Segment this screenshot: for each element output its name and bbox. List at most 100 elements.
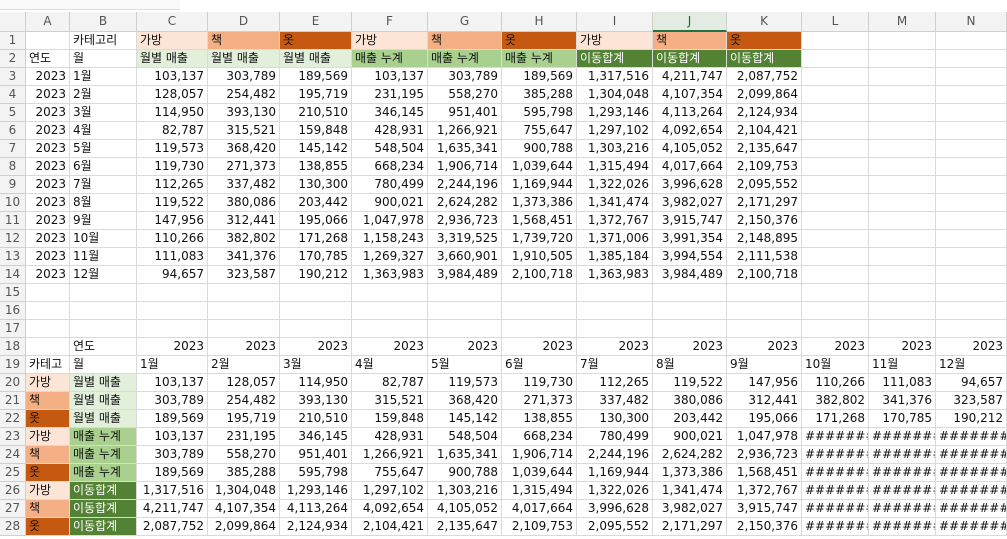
cell[interactable]: 2,109,753 — [727, 158, 802, 176]
cell[interactable]: 1,910,505 — [502, 248, 577, 266]
cell[interactable]: 2,150,376 — [727, 212, 802, 230]
cell[interactable] — [26, 32, 70, 50]
cell[interactable]: 12월 — [936, 356, 1007, 374]
cell[interactable]: 7월 — [70, 176, 137, 194]
cell[interactable] — [727, 320, 802, 338]
cell[interactable] — [869, 230, 936, 248]
column-header[interactable]: M — [869, 12, 936, 32]
cell[interactable]: 2023 — [802, 338, 869, 356]
row-header[interactable]: 18 — [0, 338, 26, 356]
cell[interactable] — [936, 248, 1007, 266]
cell[interactable]: ####### — [936, 518, 1007, 536]
cell[interactable]: 755,647 — [352, 464, 428, 482]
cell[interactable]: 2023 — [936, 338, 1007, 356]
row-header[interactable]: 11 — [0, 212, 26, 230]
cell[interactable]: 2,109,753 — [502, 518, 577, 536]
cell[interactable]: 2,111,538 — [727, 248, 802, 266]
row-header[interactable]: 19 — [0, 356, 26, 374]
cell[interactable]: 170,785 — [280, 248, 352, 266]
cell[interactable]: 3,996,628 — [577, 500, 653, 518]
cell[interactable]: 4,113,264 — [280, 500, 352, 518]
cell[interactable] — [869, 176, 936, 194]
cell[interactable]: 2,104,421 — [727, 122, 802, 140]
cell[interactable]: 303,789 — [137, 446, 208, 464]
cell[interactable]: 옷 — [26, 410, 70, 428]
cell[interactable]: 119,522 — [653, 374, 727, 392]
cell[interactable]: 2,124,934 — [727, 104, 802, 122]
cell[interactable]: 2023 — [869, 338, 936, 356]
cell[interactable] — [869, 86, 936, 104]
cell[interactable]: 2023 — [26, 194, 70, 212]
cell[interactable]: 월 — [70, 356, 137, 374]
cell[interactable]: 1월 — [70, 68, 137, 86]
cell[interactable] — [869, 284, 936, 302]
cell[interactable] — [653, 320, 727, 338]
cell[interactable]: 114,950 — [137, 104, 208, 122]
cell[interactable] — [936, 50, 1007, 68]
cell[interactable]: 114,950 — [280, 374, 352, 392]
cell[interactable] — [653, 302, 727, 320]
cell[interactable]: 4,105,052 — [428, 500, 502, 518]
column-header[interactable]: F — [352, 12, 428, 32]
cell[interactable]: 94,657 — [137, 266, 208, 284]
cell[interactable] — [869, 158, 936, 176]
cell[interactable]: 2,171,297 — [653, 518, 727, 536]
cell[interactable] — [137, 302, 208, 320]
cell[interactable]: 2023 — [26, 122, 70, 140]
cell[interactable]: 4,211,747 — [653, 68, 727, 86]
cell[interactable]: 189,569 — [137, 410, 208, 428]
cell[interactable]: 가방 — [137, 32, 208, 50]
cell[interactable]: 190,212 — [936, 410, 1007, 428]
column-header[interactable]: E — [280, 12, 352, 32]
cell[interactable]: 900,788 — [502, 140, 577, 158]
column-header[interactable]: A — [26, 12, 70, 32]
cell[interactable]: 195,066 — [727, 410, 802, 428]
cell[interactable]: 195,719 — [208, 410, 280, 428]
row-header[interactable]: 27 — [0, 500, 26, 518]
cell[interactable]: 3,982,027 — [653, 194, 727, 212]
cell[interactable]: 323,587 — [208, 266, 280, 284]
column-header[interactable]: J — [653, 12, 727, 32]
row-header[interactable]: 24 — [0, 446, 26, 464]
cell[interactable]: 1,363,983 — [577, 266, 653, 284]
row-header[interactable]: 4 — [0, 86, 26, 104]
row-header[interactable]: 1 — [0, 32, 26, 50]
cell[interactable]: 312,441 — [208, 212, 280, 230]
cell[interactable]: 10월 — [802, 356, 869, 374]
cell[interactable]: 2023 — [352, 338, 428, 356]
cell[interactable]: 2023 — [280, 338, 352, 356]
cell[interactable]: 이동합계 — [727, 50, 802, 68]
cell[interactable] — [802, 86, 869, 104]
cell[interactable] — [869, 248, 936, 266]
row-header[interactable]: 9 — [0, 176, 26, 194]
column-header[interactable]: N — [936, 12, 1007, 32]
cell[interactable]: 2023 — [26, 140, 70, 158]
cell[interactable]: 1,269,327 — [352, 248, 428, 266]
cell[interactable]: 2023 — [26, 176, 70, 194]
cell[interactable]: 책 — [653, 32, 727, 50]
cell[interactable]: 책 — [26, 392, 70, 410]
cell[interactable]: 254,482 — [208, 86, 280, 104]
cell[interactable]: ####### — [936, 464, 1007, 482]
cell[interactable]: 1,385,184 — [577, 248, 653, 266]
cell[interactable]: 346,145 — [352, 104, 428, 122]
cell[interactable]: 170,785 — [869, 410, 936, 428]
cell[interactable]: 128,057 — [137, 86, 208, 104]
cell[interactable]: ####### — [936, 446, 1007, 464]
cell[interactable]: 1,266,921 — [352, 446, 428, 464]
cell[interactable] — [26, 302, 70, 320]
cell[interactable]: 4,107,354 — [208, 500, 280, 518]
cell[interactable]: 4,113,264 — [653, 104, 727, 122]
cell[interactable]: 9월 — [727, 356, 802, 374]
cell[interactable]: 900,021 — [352, 194, 428, 212]
cell[interactable]: 147,956 — [137, 212, 208, 230]
cell[interactable]: 231,195 — [352, 86, 428, 104]
cell[interactable] — [802, 140, 869, 158]
cell[interactable] — [802, 302, 869, 320]
cell[interactable]: 2,244,196 — [577, 446, 653, 464]
cell[interactable]: 428,931 — [352, 428, 428, 446]
cell[interactable] — [936, 212, 1007, 230]
cell[interactable]: ####### — [869, 428, 936, 446]
cell[interactable]: 1,169,944 — [577, 464, 653, 482]
cell[interactable]: 1,568,451 — [727, 464, 802, 482]
